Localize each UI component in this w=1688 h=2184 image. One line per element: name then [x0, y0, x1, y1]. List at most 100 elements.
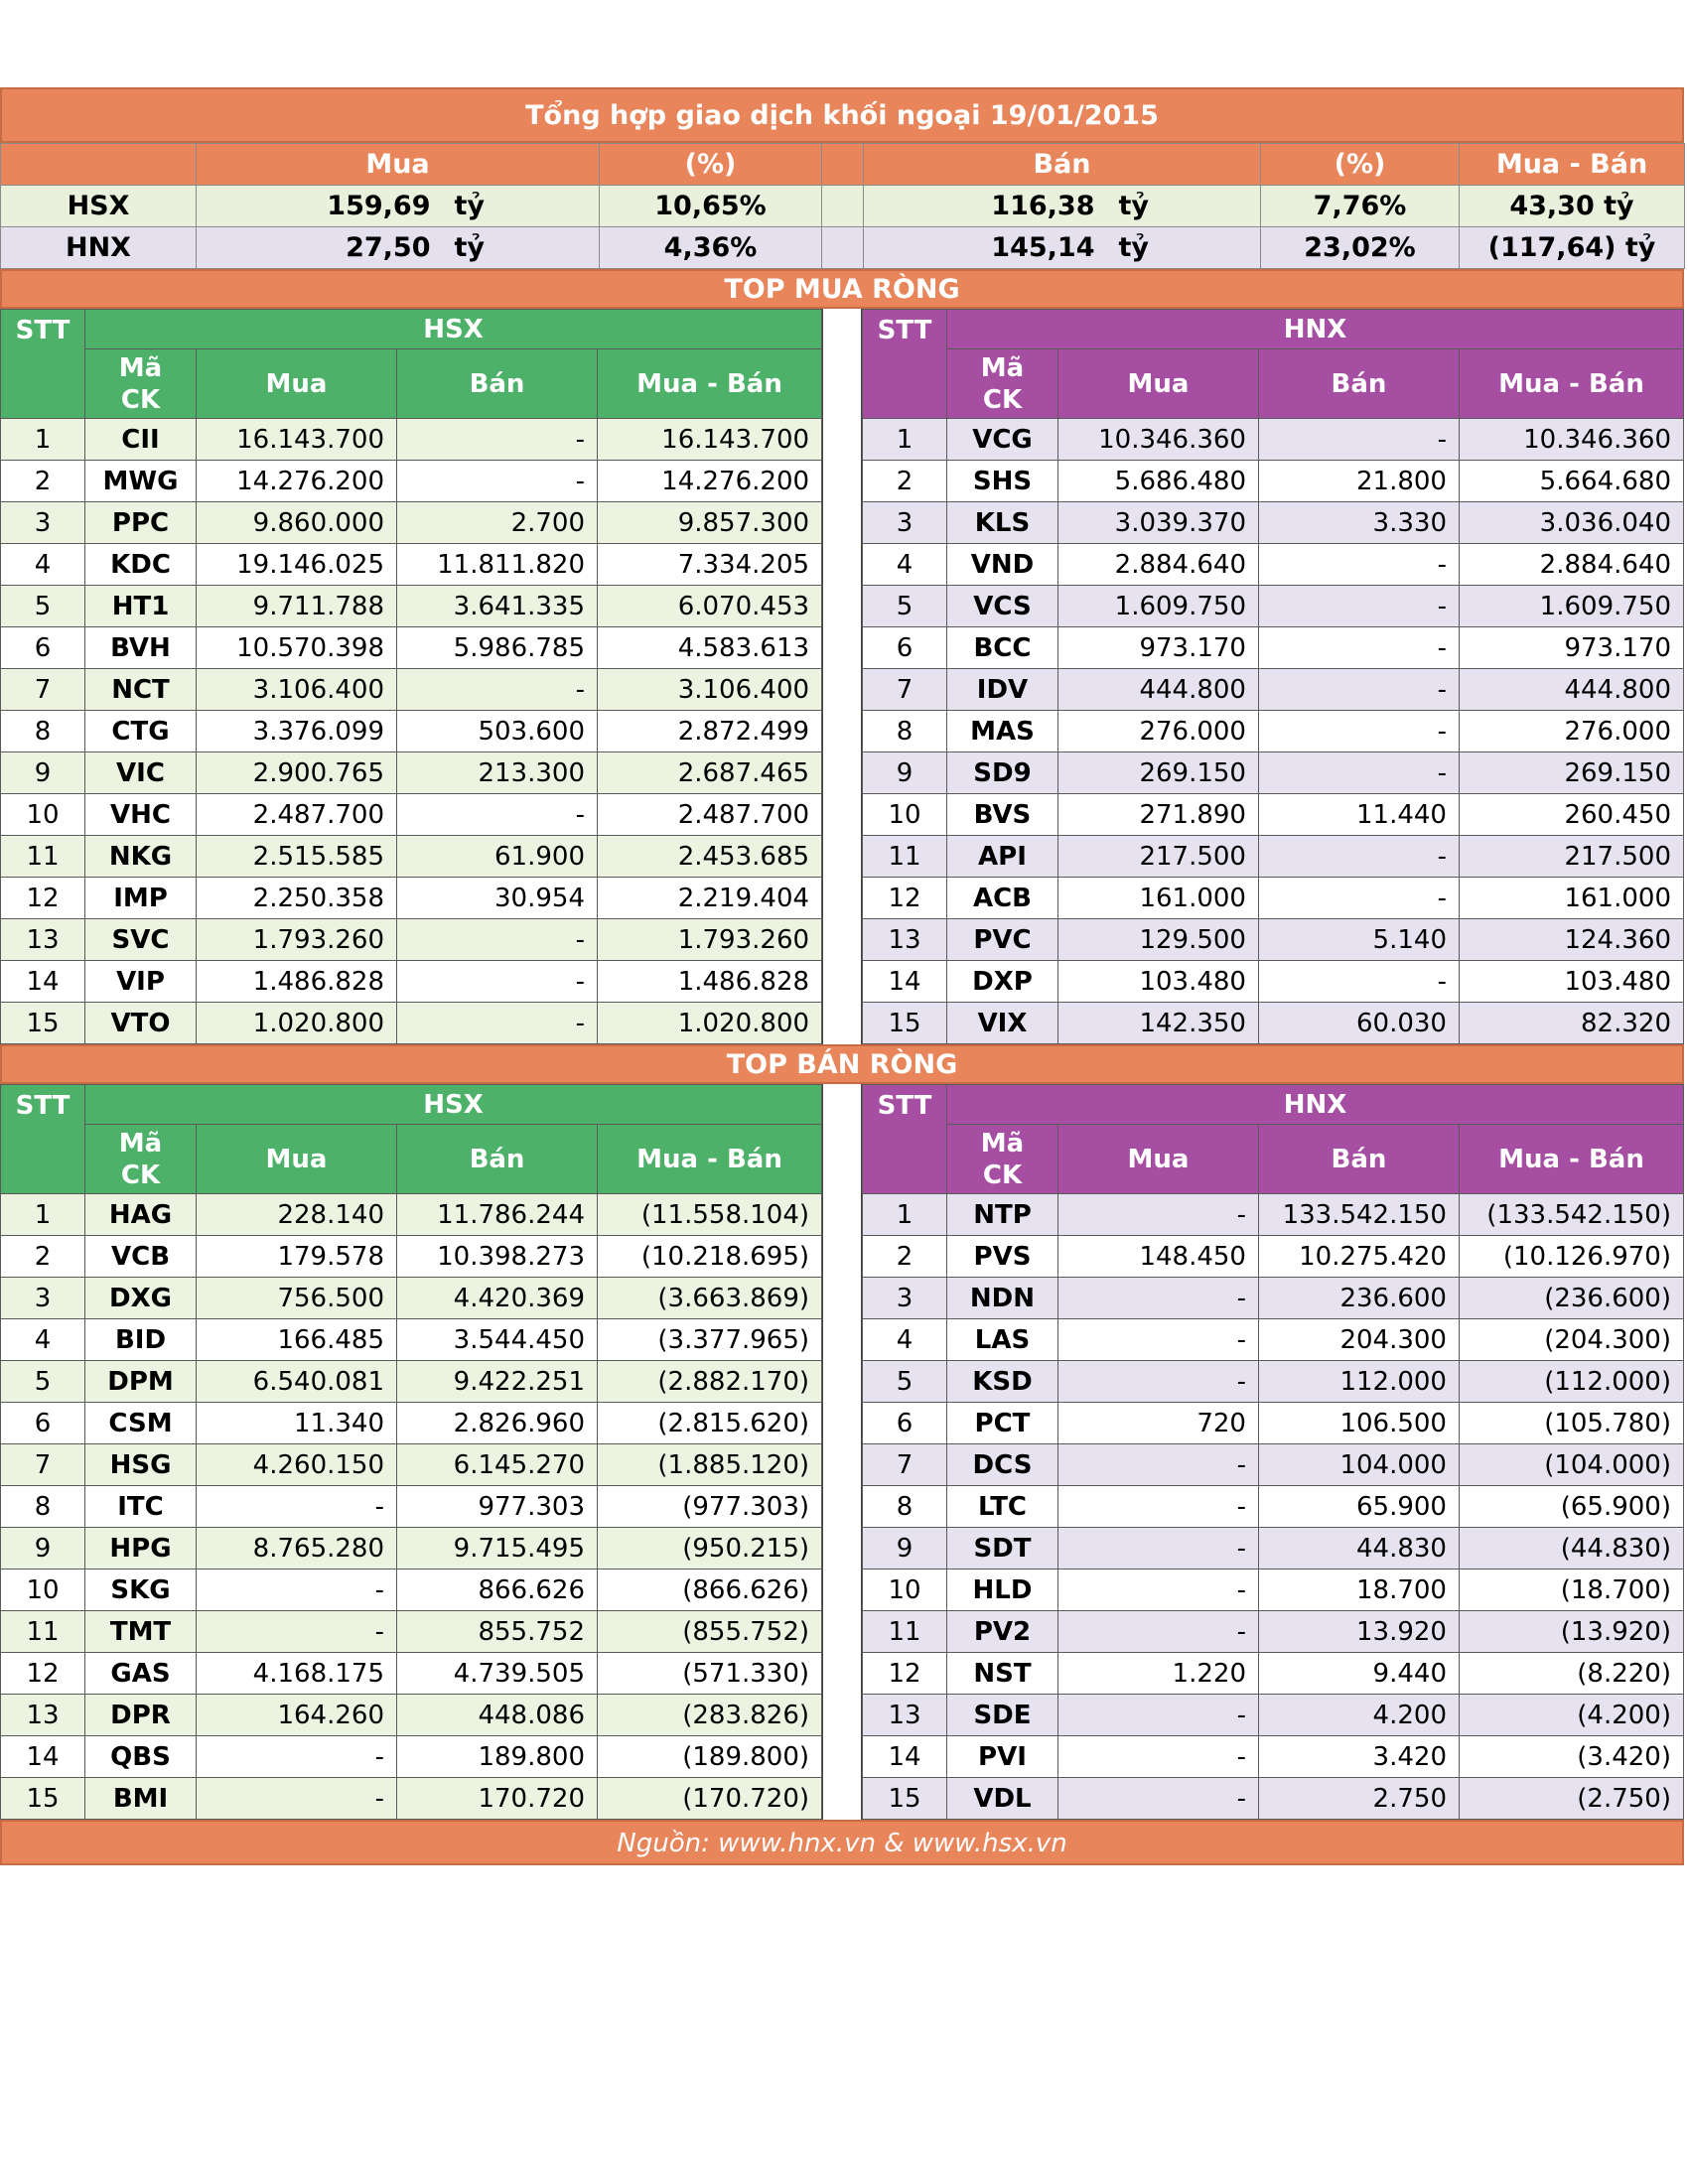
table-row: 9 SD9 269.150-269.150	[861, 751, 1685, 794]
cell-net: (10.126.970)	[1458, 1235, 1685, 1278]
cell-code: HSG	[84, 1443, 197, 1486]
table-row: 8 MAS 276.000-276.000	[861, 710, 1685, 752]
cell-stt: 15	[0, 1777, 85, 1820]
exchange-header: HNX	[945, 1084, 1685, 1125]
cell-stt: 9	[0, 1527, 85, 1570]
cell-net: (13.920)	[1458, 1610, 1685, 1653]
cell-net: (65.900)	[1458, 1485, 1685, 1528]
table-row: 9 HPG 8.765.280 9.715.495 (950.215)	[0, 1527, 823, 1570]
cell-sell: 3.544.450	[396, 1318, 598, 1361]
top-sell-title: TOP BÁN RÒNG	[0, 1044, 1684, 1084]
exchange-header: HNX	[945, 309, 1685, 349]
cell-net: (1.885.120)	[596, 1443, 823, 1486]
cell-buy: 1.793.260	[196, 918, 397, 961]
cell-buy: 1.220	[1056, 1652, 1259, 1695]
cell-code: HT1	[84, 585, 197, 627]
table-row: 1 NTP -133.542.150 (133.542.150)	[861, 1193, 1685, 1236]
cell-stt: 14	[861, 1735, 947, 1778]
col-header-sell: Bán	[396, 348, 598, 419]
cell-stt: 13	[0, 918, 85, 961]
cell-sell: 503.600	[396, 710, 598, 752]
table-row: 2 MWG 14.276.200-14.276.200	[0, 460, 823, 502]
cell-stt: 7	[861, 1443, 947, 1486]
cell-net: 4.583.613	[596, 626, 823, 669]
col-header-code: Mã CK	[945, 1124, 1058, 1194]
cell-net: 10.346.360	[1458, 418, 1685, 461]
cell-stt: 10	[0, 793, 85, 836]
cell-buy: -	[1056, 1527, 1259, 1570]
table-subheader-row: Mã CK Mua Bán Mua - Bán	[862, 1124, 1685, 1194]
cell-buy: 217.500	[1056, 835, 1259, 878]
cell-buy: 720	[1056, 1402, 1259, 1444]
table-row: 12 ACB 161.000-161.000	[861, 877, 1685, 919]
cell-code: VND	[945, 543, 1058, 586]
cell-net: 2.872.499	[596, 710, 823, 752]
cell-stt: 8	[0, 710, 85, 752]
cell-stt: 8	[0, 1485, 85, 1528]
cell-net: (10.218.695)	[596, 1235, 823, 1278]
cell-net: (18.700)	[1458, 1569, 1685, 1611]
table-header-row: STT HNX	[861, 309, 1685, 419]
col-header-buy: Mua	[196, 1124, 397, 1194]
cell-net: (3.663.869)	[596, 1277, 823, 1319]
cell-stt: 2	[0, 460, 85, 502]
cell-code: HPG	[84, 1527, 197, 1570]
table-row: 2 PVS 148.450 10.275.420 (10.126.970)	[861, 1235, 1685, 1278]
exchange-header: HSX	[83, 1084, 823, 1125]
table-row: 15 BMI -170.720 (170.720)	[0, 1777, 823, 1820]
cell-code: NDN	[945, 1277, 1058, 1319]
table-row: 15 VDL -2.750 (2.750)	[861, 1777, 1685, 1820]
cell-buy: 276.000	[1056, 710, 1259, 752]
cell-buy: 103.480	[1056, 960, 1259, 1003]
cell-sell: 104.000	[1257, 1443, 1460, 1486]
summary-buy-pct: 4,36%	[599, 226, 822, 269]
cell-buy: -	[1056, 1777, 1259, 1820]
cell-code: VIC	[84, 751, 197, 794]
cell-sell: 204.300	[1257, 1318, 1460, 1361]
cell-code: SD9	[945, 751, 1058, 794]
cell-buy: -	[196, 1569, 397, 1611]
cell-buy: 14.276.200	[196, 460, 397, 502]
cell-stt: 11	[861, 835, 947, 878]
cell-net: 2.487.700	[596, 793, 823, 836]
cell-stt: 14	[0, 960, 85, 1003]
cell-sell: 21.800	[1257, 460, 1460, 502]
cell-code: DPR	[84, 1694, 197, 1736]
cell-buy: 756.500	[196, 1277, 397, 1319]
cell-sell: -	[1257, 668, 1460, 711]
cell-code: TMT	[84, 1610, 197, 1653]
cell-net: (571.330)	[596, 1652, 823, 1695]
cell-code: IDV	[945, 668, 1058, 711]
cell-sell: 9.440	[1257, 1652, 1460, 1695]
cell-sell: -	[1257, 585, 1460, 627]
cell-stt: 14	[0, 1735, 85, 1778]
cell-net: 260.450	[1458, 793, 1685, 836]
cell-buy: -	[196, 1735, 397, 1778]
summary-unit: tỷ	[454, 191, 486, 221]
cell-code: BVS	[945, 793, 1058, 836]
cell-net: 82.320	[1458, 1002, 1685, 1044]
cell-net: 1.793.260	[596, 918, 823, 961]
table-row: 14 DXP 103.480-103.480	[861, 960, 1685, 1003]
cell-net: 1.609.750	[1458, 585, 1685, 627]
cell-sell: 11.440	[1257, 793, 1460, 836]
cell-buy: -	[1056, 1485, 1259, 1528]
cell-buy: -	[1056, 1277, 1259, 1319]
cell-net: (112.000)	[1458, 1360, 1685, 1403]
col-header-code-line2: CK	[982, 384, 1023, 415]
exchange-header: HSX	[83, 309, 823, 349]
cell-stt: 6	[0, 1402, 85, 1444]
col-header-sell: Bán	[1257, 1124, 1460, 1194]
cell-net: (170.720)	[596, 1777, 823, 1820]
table-gap	[822, 1084, 862, 1820]
cell-code: API	[945, 835, 1058, 878]
cell-stt: 12	[861, 877, 947, 919]
cell-code: HAG	[84, 1193, 197, 1236]
summary-row-hsx: HSX 159,69 tỷ 10,65% 116,38 tỷ 7,76% 43,30…	[0, 185, 1685, 227]
cell-code: VTO	[84, 1002, 197, 1044]
cell-sell: -	[1257, 877, 1460, 919]
cell-code: PVC	[945, 918, 1058, 961]
table-row: 3 NDN -236.600 (236.600)	[861, 1277, 1685, 1319]
cell-buy: 2.900.765	[196, 751, 397, 794]
cell-sell: 3.330	[1257, 501, 1460, 544]
